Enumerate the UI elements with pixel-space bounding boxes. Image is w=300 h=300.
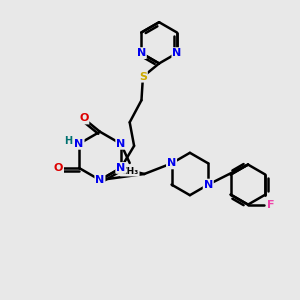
Text: N: N [95, 175, 105, 185]
Text: H: H [64, 136, 72, 146]
Text: N: N [167, 158, 176, 168]
Text: F: F [267, 200, 274, 210]
Text: O: O [54, 163, 63, 173]
Text: S: S [139, 72, 147, 82]
Text: N: N [137, 48, 146, 58]
Text: N: N [74, 139, 84, 149]
Text: N: N [116, 163, 125, 173]
Text: N: N [204, 180, 213, 190]
Text: N: N [172, 48, 182, 58]
Text: N: N [116, 139, 125, 149]
Text: CH₃: CH₃ [121, 167, 139, 176]
Text: O: O [79, 113, 88, 124]
